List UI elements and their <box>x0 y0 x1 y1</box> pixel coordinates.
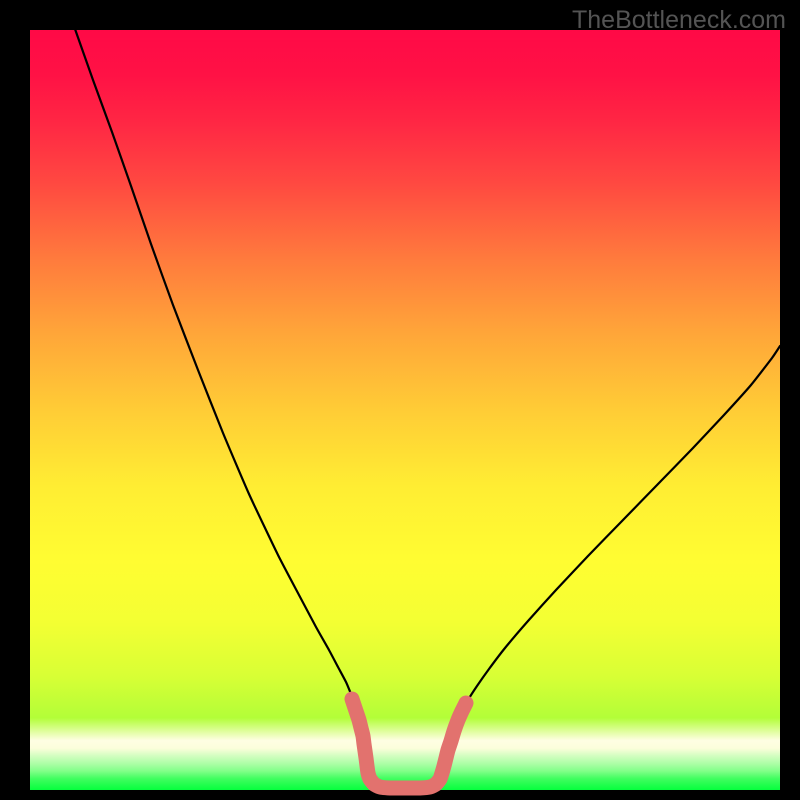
plot-gradient-area <box>30 30 780 790</box>
watermark-text: TheBottleneck.com <box>572 6 786 35</box>
chart-canvas: TheBottleneck.com <box>0 0 800 800</box>
